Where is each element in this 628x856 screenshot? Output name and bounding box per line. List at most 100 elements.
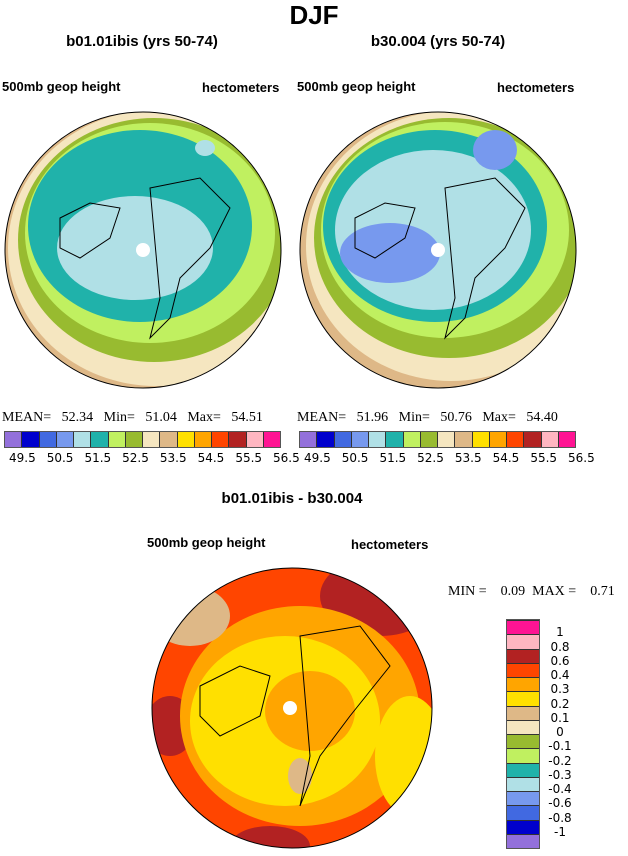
tick-label: -0.6 bbox=[548, 796, 572, 811]
colorbar-swatch bbox=[160, 432, 178, 447]
diff-colorbar bbox=[506, 619, 540, 849]
colorbar-swatch bbox=[507, 634, 539, 649]
tick-label: 0.6 bbox=[550, 653, 570, 668]
colorbar-swatch bbox=[507, 620, 539, 635]
tick-label: 55.5 bbox=[530, 451, 558, 465]
tick-label: 0.8 bbox=[550, 639, 570, 654]
tick-label: -0.4 bbox=[548, 782, 572, 796]
colorbar-swatch bbox=[558, 432, 575, 447]
colorbar-swatch bbox=[74, 432, 92, 447]
tick-label: 50.5 bbox=[46, 451, 74, 465]
panel-2-colorbar bbox=[299, 431, 576, 448]
tick-label: 56.5 bbox=[568, 451, 595, 465]
tick-label: 55.5 bbox=[235, 451, 263, 465]
tick-label: 49.5 bbox=[9, 451, 36, 465]
panel-2-title: b30.004 (yrs 50-74) bbox=[370, 33, 506, 50]
colorbar-swatch bbox=[300, 432, 318, 447]
panel-1-colorbar bbox=[4, 431, 281, 448]
tick-label: 50.5 bbox=[341, 451, 369, 465]
tick-label: 49.5 bbox=[304, 451, 331, 465]
tick-label: 0.1 bbox=[550, 710, 570, 725]
colorbar-swatch bbox=[22, 432, 40, 447]
panel-2-variable-label: 500mb geop height bbox=[297, 79, 416, 94]
panel-2-colorbar-ticks: 49.5 50.5 51.5 52.5 53.5 54.5 55.5 56.5 bbox=[299, 451, 595, 465]
colorbar-swatch bbox=[143, 432, 161, 447]
panel-1-colorbar-ticks: 49.5 50.5 51.5 52.5 53.5 54.5 55.5 56.5 bbox=[4, 451, 300, 465]
panel-1-variable-label: 500mb geop height bbox=[2, 79, 121, 94]
tick-label: -0.1 bbox=[548, 739, 572, 754]
pole-marker bbox=[431, 243, 445, 257]
colorbar-swatch bbox=[507, 662, 539, 677]
tick-label: -0.2 bbox=[548, 753, 572, 768]
diff-title: b01.01ibis - b30.004 bbox=[221, 490, 363, 507]
tick-label: 54.5 bbox=[197, 451, 225, 465]
panel-2-stats: MEAN= 51.96 Min= 50.76 Max= 54.40 bbox=[297, 410, 558, 425]
colorbar-swatch bbox=[507, 691, 539, 706]
panel-1-units-label: hectometers bbox=[202, 80, 280, 95]
colorbar-swatch bbox=[507, 705, 539, 720]
tick-label: 56.5 bbox=[273, 451, 300, 465]
colorbar-swatch bbox=[541, 432, 559, 447]
page-title: DJF bbox=[289, 0, 339, 30]
colorbar-swatch bbox=[403, 432, 421, 447]
tick-label: 51.5 bbox=[379, 451, 407, 465]
tick-label: 53.5 bbox=[454, 451, 482, 465]
tick-label: -1 bbox=[554, 824, 566, 839]
diff-stats: MIN = 0.09 MAX = 0.71 bbox=[448, 584, 615, 599]
colorbar-swatch bbox=[507, 776, 539, 791]
diff-variable-label: 500mb geop height bbox=[147, 535, 266, 550]
tick-label: 0.4 bbox=[550, 668, 570, 682]
colorbar-swatch bbox=[108, 432, 126, 447]
colorbar-swatch bbox=[507, 833, 539, 848]
panel-1-stats: MEAN= 52.34 Min= 51.04 Max= 54.51 bbox=[2, 410, 263, 425]
colorbar-swatch bbox=[212, 432, 230, 447]
pole-marker bbox=[136, 243, 150, 257]
tick-label: 53.5 bbox=[159, 451, 187, 465]
tick-label: 52.5 bbox=[417, 451, 444, 465]
colorbar-swatch bbox=[317, 432, 335, 447]
colorbar-swatch bbox=[229, 432, 247, 447]
colorbar-swatch bbox=[194, 432, 212, 447]
colorbar-swatch bbox=[507, 748, 539, 763]
colorbar-swatch bbox=[351, 432, 369, 447]
panel-2-units-label: hectometers bbox=[497, 80, 575, 95]
tick-label: 0 bbox=[556, 725, 564, 739]
colorbar-swatch bbox=[56, 432, 74, 447]
tick-label: 0.2 bbox=[550, 696, 570, 711]
colorbar-swatch bbox=[524, 432, 542, 447]
colorbar-swatch bbox=[507, 648, 539, 663]
pole-marker bbox=[283, 701, 297, 715]
tick-label: -0.3 bbox=[548, 767, 572, 782]
colorbar-swatch bbox=[246, 432, 264, 447]
colorbar-swatch bbox=[39, 432, 57, 447]
colorbar-swatch bbox=[489, 432, 507, 447]
colorbar-swatch bbox=[334, 432, 352, 447]
colorbar-swatch bbox=[472, 432, 490, 447]
colorbar-swatch bbox=[386, 432, 404, 447]
colorbar-swatch bbox=[507, 734, 539, 749]
colorbar-swatch bbox=[507, 677, 539, 692]
colorbar-swatch bbox=[507, 719, 539, 734]
tick-label: 0.3 bbox=[550, 682, 570, 697]
colorbar-swatch bbox=[420, 432, 438, 447]
diff-colorbar-ticks: -1 -0.8 -0.6 -0.4 -0.3 -0.2 -0.1 0 0.1 0.2 0.3 0.4 0… bbox=[540, 619, 580, 847]
colorbar-swatch bbox=[438, 432, 456, 447]
colorbar-swatch bbox=[507, 819, 539, 834]
diff-units-label: hectometers bbox=[351, 537, 429, 552]
tick-label: 1 bbox=[556, 625, 564, 640]
tick-label: -0.8 bbox=[548, 810, 572, 825]
colorbar-swatch bbox=[91, 432, 109, 447]
panel-2-polar-map bbox=[299, 111, 577, 389]
colorbar-swatch bbox=[263, 432, 280, 447]
colorbar-swatch bbox=[455, 432, 473, 447]
panel-1-polar-map bbox=[4, 111, 282, 389]
diff-polar-map bbox=[151, 567, 433, 849]
colorbar-swatch bbox=[507, 762, 539, 777]
colorbar-swatch bbox=[5, 432, 23, 447]
tick-label: 52.5 bbox=[122, 451, 149, 465]
colorbar-swatch bbox=[507, 805, 539, 820]
colorbar-swatch bbox=[125, 432, 143, 447]
colorbar-swatch bbox=[507, 432, 525, 447]
tick-label: 54.5 bbox=[492, 451, 520, 465]
panel-1-title: b01.01ibis (yrs 50-74) bbox=[66, 33, 218, 50]
